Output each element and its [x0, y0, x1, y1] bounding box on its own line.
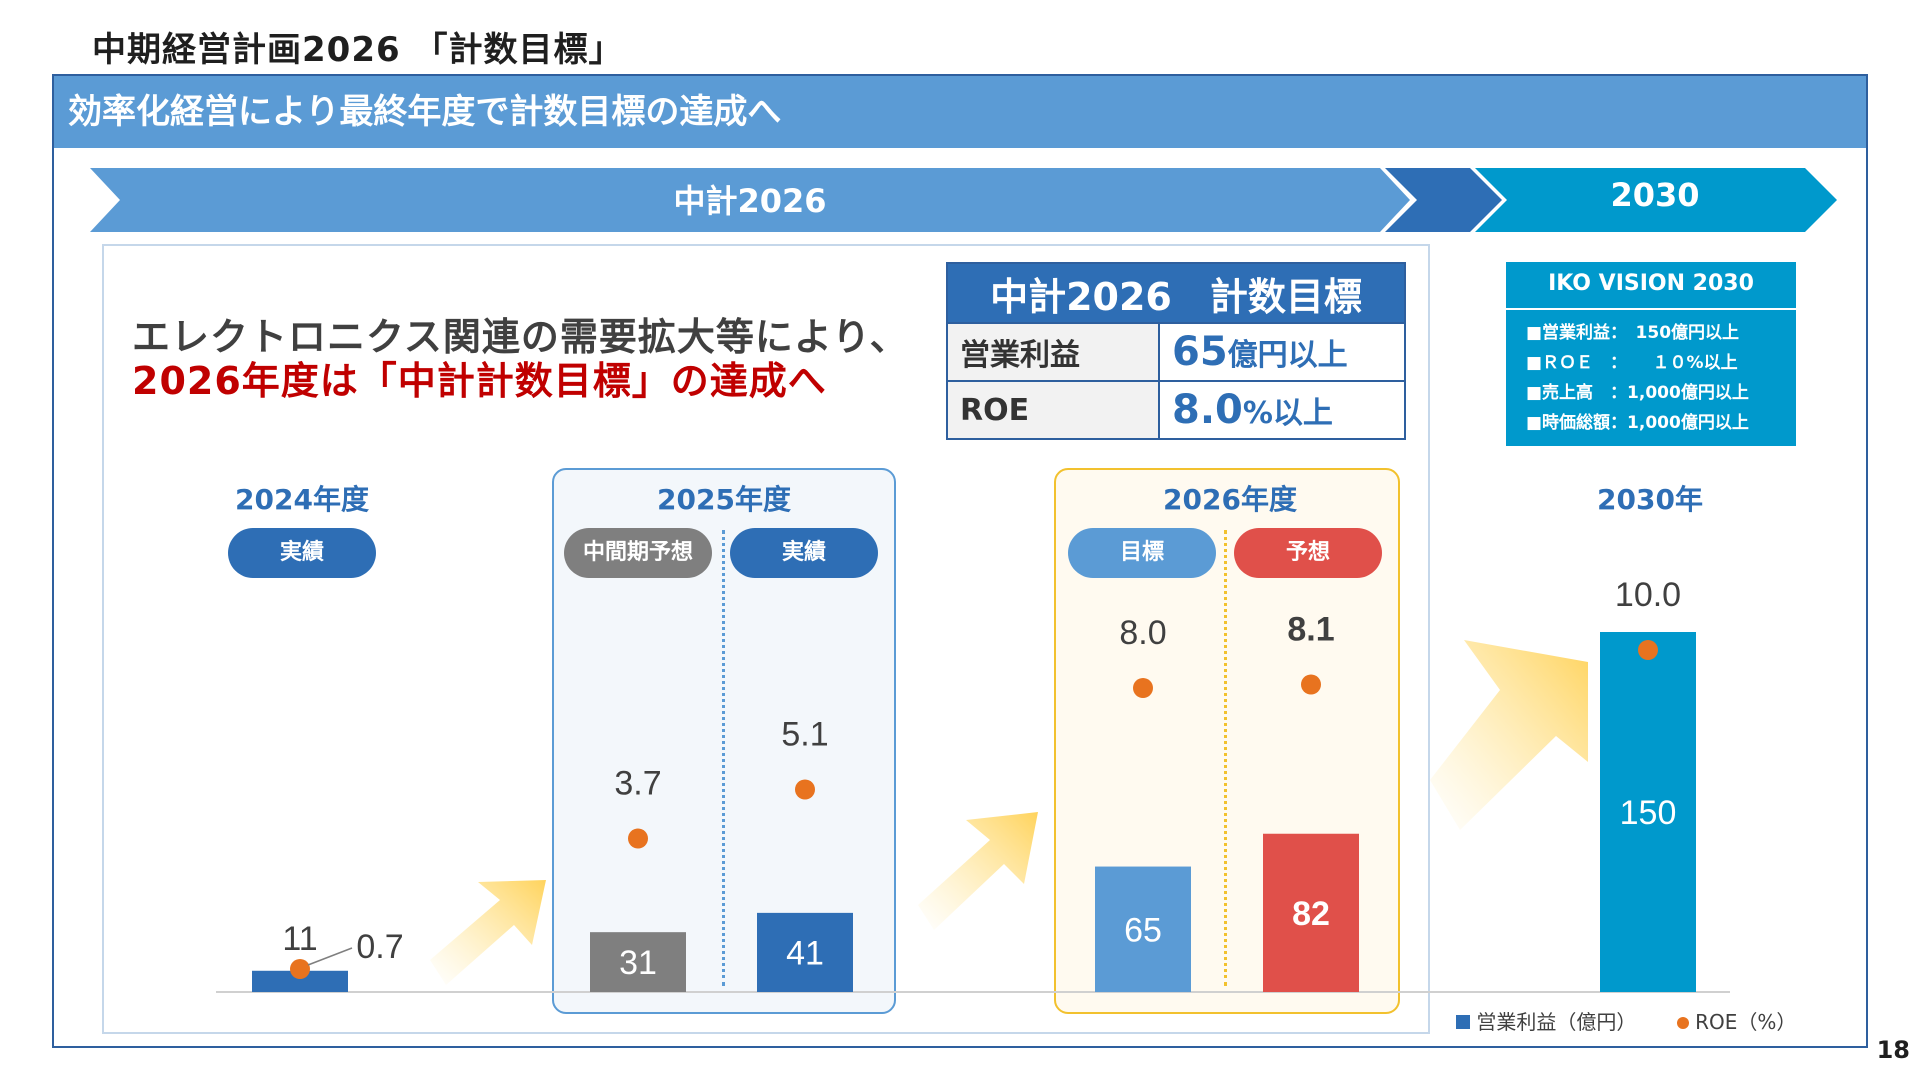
divider-2026	[1224, 530, 1227, 986]
legend: 営業利益（億円） ROE（%）	[1456, 1006, 1796, 1035]
pill-forecast-2026: 予想	[1234, 528, 1382, 578]
profit-value-label: 65	[1124, 911, 1162, 949]
page-number: 18	[1876, 1036, 1910, 1064]
vision-item: ■時価総額：1,000億円以上	[1526, 413, 1749, 433]
year-label-2026: 2026年度	[1163, 483, 1297, 516]
pill-actual-2025: 実績	[730, 528, 878, 578]
targets-table: 中計2026 計数目標 営業利益 65億円以上 ROE 8.0%以上	[946, 262, 1406, 440]
plan-arrow-shape	[90, 168, 1410, 232]
target-value-roe-number: 8.0	[1172, 387, 1243, 433]
profit-bar	[1095, 866, 1191, 992]
table-row: ROE 8.0%以上	[946, 380, 1406, 440]
roe-value-label: 5.1	[781, 716, 828, 754]
profit-value-label: 41	[786, 934, 824, 972]
legend-roe: ROE（%）	[1695, 1010, 1797, 1034]
divider-2025	[722, 530, 725, 986]
profit-value-label: 82	[1292, 895, 1330, 933]
target-value-profit-number: 65	[1172, 329, 1228, 375]
message-line-1: エレクトロニクス関連の需要拡大等により、	[132, 315, 909, 359]
target-value-roe: 8.0%以上	[1158, 380, 1406, 440]
profit-bar	[1600, 632, 1696, 992]
vision-title: IKO VISION 2030	[1506, 262, 1796, 310]
plan-arrow-label: 中計2026	[673, 182, 827, 220]
connector-chevron	[1385, 168, 1502, 232]
roe-value-label: 8.0	[1119, 614, 1166, 652]
legend-profit: 営業利益（億円）	[1476, 1010, 1637, 1034]
plan-content-box	[102, 244, 1430, 1034]
roe-dot	[795, 779, 815, 800]
message-line-2: 2026年度は「中計計数目標」の達成へ	[132, 359, 827, 403]
roe-leader-line	[307, 947, 353, 966]
roe-value-label: 8.1	[1287, 611, 1334, 649]
profit-value-label: 11	[282, 920, 317, 958]
profit-bar	[252, 970, 348, 992]
year-label-2030: 2030年	[1597, 483, 1703, 516]
roe-value-label: 10.0	[1615, 576, 1681, 614]
roe-dot	[628, 828, 648, 849]
profit-value-label: 31	[619, 944, 657, 982]
target-label-roe: ROE	[946, 380, 1160, 440]
target-value-profit: 65億円以上	[1158, 322, 1406, 382]
roe-value-label: 0.7	[356, 928, 403, 966]
profit-bar	[757, 912, 853, 992]
roe-dot	[1638, 640, 1658, 660]
target-value-roe-unit: %以上	[1242, 396, 1333, 431]
targets-table-header: 中計2026 計数目標	[946, 262, 1406, 324]
profit-bar	[590, 932, 686, 992]
year-label-2025: 2025年度	[657, 483, 791, 516]
year-label-2024: 2024年度	[235, 483, 369, 516]
profit-bar	[1263, 833, 1359, 992]
headline-banner: 効率化経営により最終年度で計数目標の達成へ	[54, 76, 1866, 148]
pill-target-2026: 目標	[1068, 528, 1216, 578]
table-row: 営業利益 65億円以上	[946, 322, 1406, 382]
goal-arrow-label: 2030	[1610, 176, 1700, 214]
roe-dot	[290, 959, 310, 979]
content-frame	[52, 74, 1868, 1048]
target-value-profit-unit: 億円以上	[1227, 338, 1348, 373]
vision-item: ■営業利益： 150億円以上	[1526, 323, 1740, 343]
vision-item: ■ＲＯＥ ： １０%以上	[1526, 353, 1738, 373]
target-label-profit: 営業利益	[946, 322, 1160, 382]
legend-profit-swatch	[1456, 1015, 1470, 1029]
profit-value-label: 150	[1620, 794, 1677, 832]
pill-actual-2024: 実績	[228, 528, 376, 578]
vision-item: ■売上高 ：1,000億円以上	[1526, 383, 1749, 403]
timeline-arrows	[90, 168, 1837, 232]
pill-interim-forecast-2025: 中間期予想	[564, 528, 712, 578]
roe-dot	[1301, 674, 1321, 695]
goal-arrow-shape	[1475, 168, 1837, 232]
roe-value-label: 3.7	[614, 765, 661, 803]
roe-dot	[1133, 678, 1153, 698]
page-title: 中期経営計画2026 「計数目標」	[92, 30, 624, 70]
vision-box: IKO VISION 2030 ■営業利益： 150億円以上 ■ＲＯＥ ： １０…	[1506, 262, 1796, 446]
legend-roe-swatch	[1676, 1017, 1689, 1029]
